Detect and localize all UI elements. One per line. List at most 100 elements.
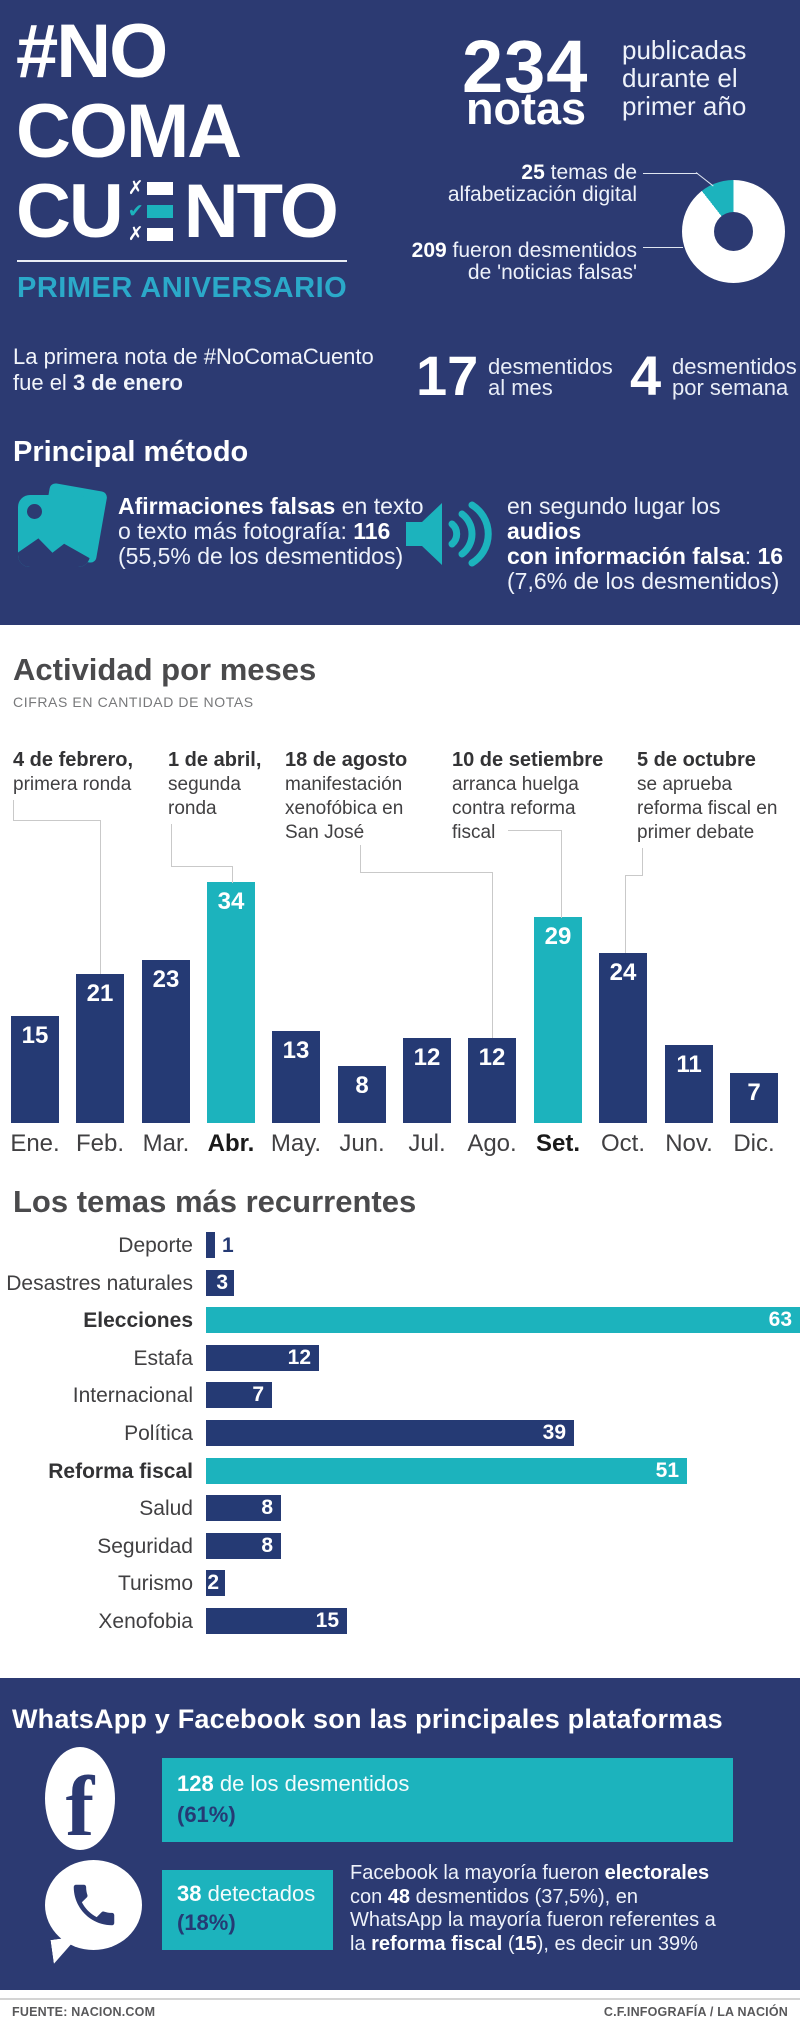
monthly-bar-Nov: 11 (665, 1045, 713, 1123)
monthly-chart-title: Actividad por meses (13, 652, 317, 687)
photo-icon (18, 477, 113, 575)
monthly-bar-Dic: 7 (730, 1073, 778, 1123)
topic-value-label: 15 (315, 1609, 339, 1632)
annotation-leader-line (13, 800, 14, 821)
annotation-leader-line (100, 820, 101, 974)
monthly-bar-Ene: 15 (11, 1016, 59, 1123)
monthly-bar-Oct: 24 (599, 953, 647, 1123)
topic-label: Estafa (133, 1347, 193, 1370)
topic-value-label: 39 (542, 1421, 566, 1444)
topic-label: Desastres naturales (6, 1272, 193, 1295)
footer-divider (0, 1998, 800, 2000)
anniversary-subtitle: PRIMER ANIVERSARIO (17, 272, 348, 304)
bar-value-label: 11 (676, 1051, 702, 1078)
monthly-annotation: 5 de octubre se aprueba reforma fiscal en p… (637, 749, 778, 843)
topic-value-label: 1 (222, 1234, 234, 1257)
hero-section (0, 0, 800, 625)
topic-value-label: 12 (287, 1346, 311, 1369)
month-label: Mar. (142, 1130, 190, 1157)
annotation-leader-line (508, 830, 562, 831)
whatsapp-stat-text: 38 detectados (177, 1881, 316, 1906)
whatsapp-stat-percent: (18%) (177, 1910, 236, 1935)
annotation-leader-line (642, 848, 643, 876)
topic-value-label: 8 (261, 1496, 273, 1519)
month-label: Set. (535, 1130, 580, 1157)
month-label: Jun. (339, 1130, 385, 1157)
annotation-leader-line (625, 875, 643, 876)
donut-leader-line (643, 247, 683, 248)
month-label: Nov. (665, 1130, 713, 1157)
total-notes-number: 234 (462, 25, 589, 108)
topic-value-label: 51 (655, 1459, 679, 1482)
topic-label: Reforma fiscal (48, 1460, 193, 1483)
bar-value-label: 12 (413, 1044, 441, 1071)
logo-line-1: #NO (16, 9, 168, 94)
annotation-leader-line (492, 872, 493, 1038)
monthly-annotation: 10 de setiembre arranca huelga contra refo… (452, 749, 604, 843)
bar-value-label: 12 (478, 1044, 506, 1071)
bar-value-label: 21 (86, 980, 114, 1007)
method-text-claims: Afirmaciones falsas en texto o texto más … (118, 493, 424, 569)
topic-bar-Política: 39 (206, 1420, 574, 1446)
topic-value-label: 8 (261, 1534, 273, 1557)
logo-line-3: CU ✗ ✔ ✗ NTO (16, 169, 339, 254)
bar-value-label: 24 (609, 959, 637, 986)
weekly-rate-number: 4 (630, 344, 662, 407)
monthly-bar-Set: 29 (534, 917, 582, 1123)
annotation-leader-line (13, 820, 101, 821)
cross-icon: ✗ (127, 176, 144, 199)
annotation-leader-line (232, 866, 233, 883)
sun-dot (27, 504, 42, 519)
coverage-donut-chart (682, 180, 785, 283)
monthly-rate-label: desmentidos al mes (488, 354, 613, 400)
total-notes-desc: publicadas durante el primer año (622, 35, 747, 121)
topic-label: Deporte (118, 1234, 193, 1257)
topic-bar-Internacional: 7 (206, 1382, 272, 1408)
donut-leader-line (643, 173, 698, 174)
bar-value-label: 29 (544, 923, 572, 950)
topic-label: Seguridad (97, 1535, 193, 1558)
bar-value-label: 8 (355, 1072, 369, 1099)
method-text-audios: en segundo lugar los audios con informaci… (507, 493, 784, 594)
topic-bar-Reforma fiscal: 51 (206, 1458, 687, 1484)
facebook-stat-text: 128 de los desmentidos (177, 1771, 410, 1796)
topics-chart-title: Los temas más recurrentes (13, 1184, 417, 1219)
bar-value-label: 34 (217, 888, 245, 915)
topic-bar-Seguridad: 8 (206, 1533, 281, 1559)
month-label: Jul. (408, 1130, 446, 1157)
logo-cu: CU (16, 169, 124, 254)
whatsapp-icon (45, 1860, 142, 1950)
annotation-leader-line (171, 824, 172, 867)
photo-front-sheet (18, 495, 90, 567)
method-section-title: Principal método (13, 436, 249, 468)
facebook-stat-percent: (61%) (177, 1802, 236, 1827)
topic-bar-Salud: 8 (206, 1495, 281, 1521)
month-label: Dic. (733, 1130, 775, 1157)
check-icon: ✔ (127, 199, 144, 222)
whatsapp-stat-box: 38 detectados (18%) (162, 1870, 333, 1950)
topic-label: Política (124, 1422, 193, 1445)
facebook-icon: f (45, 1747, 115, 1850)
topic-bar-Deporte (206, 1232, 215, 1258)
bar-value-label: 13 (282, 1037, 310, 1064)
footer-section (0, 1990, 800, 2024)
bar-value-label: 15 (21, 1022, 49, 1049)
footer-credit: C.F.INFOGRAFÍA / LA NACIÓN (603, 2005, 788, 2019)
month-label: Feb. (75, 1130, 125, 1157)
topic-label: Salud (139, 1497, 193, 1520)
month-label: Ago. (467, 1130, 517, 1157)
logo-stylized-e-icon: ✗ ✔ ✗ (128, 178, 180, 244)
annotation-leader-line (561, 830, 562, 918)
monthly-bar-Abr: 34 (207, 882, 255, 1123)
month-label: Oct. (600, 1130, 645, 1157)
month-label: Abr. (207, 1130, 255, 1157)
donut-label-digital: 25 temas de alfabetización digital (447, 161, 637, 206)
monthly-bar-Jun: 8 (338, 1066, 386, 1123)
monthly-bar-Ago: 12 (468, 1038, 516, 1123)
annotation-leader-line (360, 872, 493, 873)
logo-divider (17, 260, 347, 262)
topic-label: Xenofobia (98, 1610, 193, 1633)
month-label: Ene. (10, 1130, 60, 1157)
topic-bar-Estafa: 12 (206, 1345, 319, 1371)
